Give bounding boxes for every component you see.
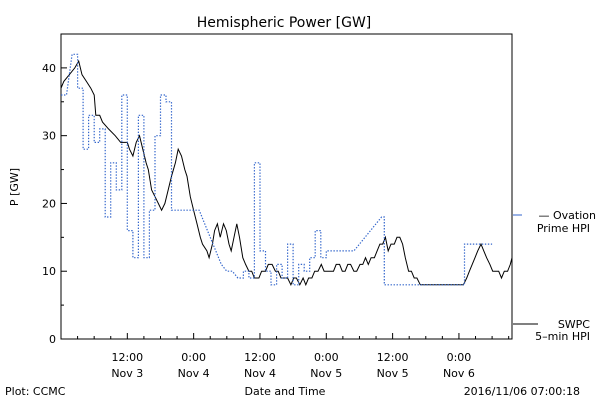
- x-tick-date: Nov 5: [310, 367, 342, 380]
- x-tick-date: Nov 5: [377, 367, 409, 380]
- x-axis: 12:00 Nov 3 0:00 Nov 4 12:00 Nov 4 0:00 Nov 5 12…: [77, 333, 510, 380]
- footer-source: Plot: CCMC: [5, 385, 66, 398]
- legend-ovation-line2: Prime HPI: [537, 222, 590, 235]
- x-tick-time: 12:00: [111, 351, 143, 364]
- x-tick-time: 12:00: [377, 351, 409, 364]
- y-tick-label: 30: [42, 130, 56, 143]
- x-tick-date: Nov 4: [178, 367, 210, 380]
- y-tick-label: 0: [49, 333, 56, 346]
- x-tick-time: 0:00: [181, 351, 206, 364]
- y-tick-label: 40: [42, 62, 56, 75]
- chart-title: Hemispheric Power [GW]: [197, 15, 372, 31]
- legend-swpc-line1: SWPC: [558, 318, 590, 331]
- y-tick-label: 10: [42, 265, 56, 278]
- x-tick-time: 0:00: [314, 351, 339, 364]
- x-tick-date: Nov 4: [244, 367, 276, 380]
- plot-frame: [60, 33, 513, 340]
- x-tick-date: Nov 6: [443, 367, 475, 380]
- x-tick-time: 12:00: [244, 351, 276, 364]
- y-axis-label: P [GW]: [8, 168, 21, 206]
- x-axis-label: Date and Time: [245, 385, 326, 398]
- series-layer: [60, 53, 513, 287]
- legend-swpc-line2: 5–min HPI: [535, 330, 590, 343]
- y-tick-label: 20: [42, 197, 56, 210]
- legend-ovation-line1: — Ovation: [539, 209, 597, 222]
- y-axis: 0 10 20 30 40: [42, 62, 67, 346]
- series-swpc-hpi: [60, 59, 513, 287]
- x-tick-date: Nov 3: [111, 367, 143, 380]
- footer-timestamp: 2016/11/06 07:00:18: [464, 385, 580, 398]
- x-tick-time: 0:00: [447, 351, 472, 364]
- series-ovation-prime-hpi: [61, 53, 493, 286]
